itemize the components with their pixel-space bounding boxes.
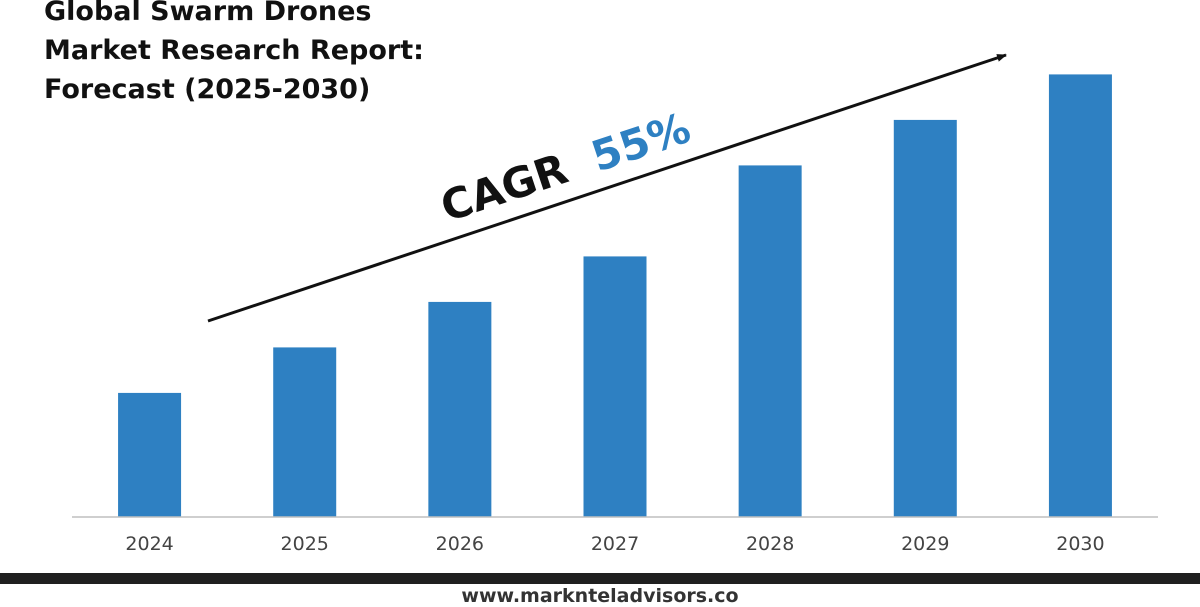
title-line-3: Forecast (2025-2030) <box>44 74 371 105</box>
trend-arrow <box>207 53 1007 323</box>
bar-2027 <box>583 256 647 517</box>
x-tick-label-2025: 2025 <box>281 533 329 555</box>
bar-2026 <box>428 301 492 517</box>
title-line-2: Market Research Report: <box>44 35 424 66</box>
bar-2030 <box>1048 74 1112 517</box>
bar-2028 <box>738 165 802 517</box>
bar-2025 <box>273 347 337 517</box>
cagr-annotation: CAGR 55% <box>435 103 697 231</box>
bar-2029 <box>893 119 957 517</box>
footer-divider <box>0 573 1200 584</box>
footer-url: www.marknteladvisors.co <box>461 585 739 607</box>
x-tick-labels: 2024 2025 2026 2027 2028 2029 2030 <box>125 533 1104 555</box>
x-tick-label-2024: 2024 <box>125 533 173 555</box>
x-tick-label-2028: 2028 <box>746 533 794 555</box>
x-tick-label-2029: 2029 <box>901 533 949 555</box>
svg-text:CAGR 55%: CAGR 55% <box>435 103 697 231</box>
bars-group <box>118 74 1112 517</box>
page-title: Global Swarm Drones Market Research Repo… <box>44 0 424 109</box>
cagr-value: 55% <box>585 103 696 181</box>
x-tick-label-2026: 2026 <box>436 533 484 555</box>
x-tick-label-2027: 2027 <box>591 533 639 555</box>
x-tick-label-2030: 2030 <box>1056 533 1104 555</box>
cagr-label: CAGR <box>435 144 574 232</box>
bar-2024 <box>118 392 182 517</box>
title-line-1: Global Swarm Drones <box>44 0 372 27</box>
